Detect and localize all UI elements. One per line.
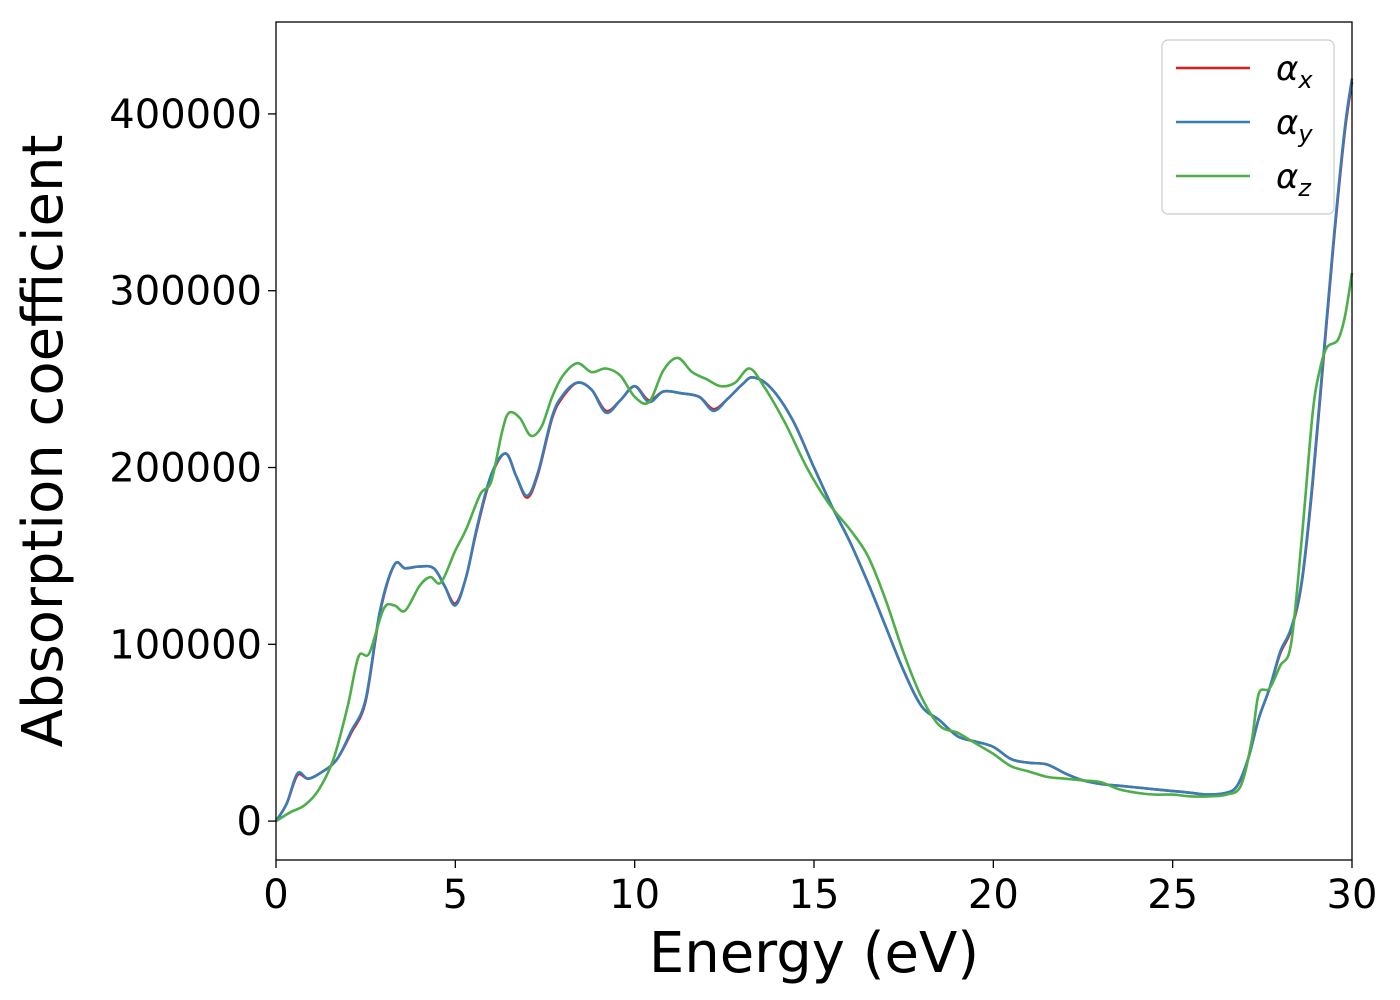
y-tick-label: 100000 bbox=[109, 622, 262, 668]
x-axis-label: Energy (eV) bbox=[649, 921, 979, 986]
y-tick-label: 400000 bbox=[109, 92, 262, 138]
y-axis: 0 100000 200000 300000 400000 bbox=[109, 92, 276, 845]
series-layer bbox=[274, 78, 1354, 823]
x-axis: 0 5 10 15 20 25 30 bbox=[263, 860, 1377, 918]
legend: αx αy αz bbox=[1161, 39, 1335, 215]
x-tick-label: 25 bbox=[1147, 872, 1198, 918]
x-tick-label: 20 bbox=[968, 872, 1019, 918]
x-tick-label: 0 bbox=[263, 872, 288, 918]
series-line-y bbox=[274, 78, 1354, 822]
x-tick-label: 5 bbox=[443, 872, 468, 918]
y-tick-label: 200000 bbox=[109, 446, 262, 492]
legend-label-z: αz bbox=[1276, 157, 1312, 202]
y-axis-label: Absorption coefficient bbox=[11, 135, 76, 748]
legend-label-x: αx bbox=[1276, 49, 1313, 94]
legend-box bbox=[1161, 39, 1335, 215]
series-line-z bbox=[275, 272, 1354, 823]
x-tick-label: 15 bbox=[789, 872, 840, 918]
y-tick-label: 300000 bbox=[109, 269, 262, 315]
x-tick-label: 10 bbox=[609, 872, 660, 918]
y-tick-label: 0 bbox=[237, 799, 262, 845]
legend-label-y: αy bbox=[1276, 103, 1313, 148]
x-tick-label: 30 bbox=[1327, 872, 1378, 918]
